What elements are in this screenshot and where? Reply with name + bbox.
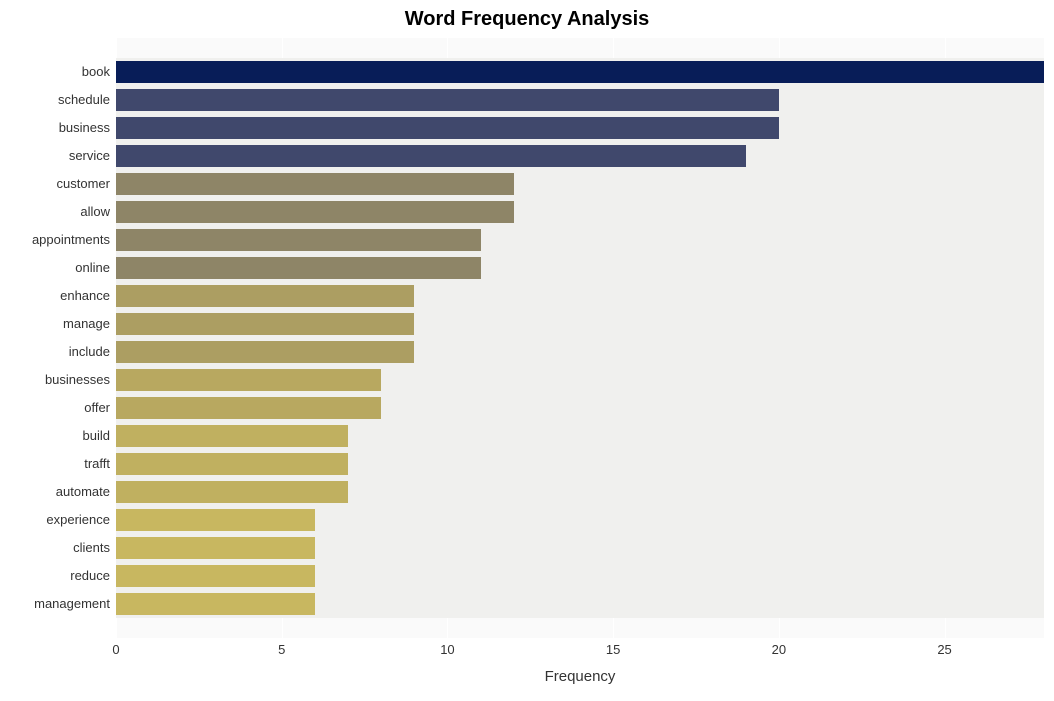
word-frequency-chart: Word Frequency Analysis Frequency 0 5 10 15… <box>0 0 1054 701</box>
bar-slot <box>116 170 1044 198</box>
bar <box>116 285 414 307</box>
y-tick-label: business <box>0 114 110 142</box>
bar-slot <box>116 450 1044 478</box>
y-tick-label: customer <box>0 170 110 198</box>
bar-slot <box>116 562 1044 590</box>
bar <box>116 453 348 475</box>
bar <box>116 537 315 559</box>
chart-title: Word Frequency Analysis <box>0 8 1054 31</box>
bar <box>116 229 481 251</box>
y-tick-label: clients <box>0 534 110 562</box>
bar-slot <box>116 422 1044 450</box>
bar <box>116 117 779 139</box>
y-tick-label: reduce <box>0 562 110 590</box>
bar <box>116 257 481 279</box>
x-tick-label: 0 <box>96 642 136 657</box>
y-tick-label: appointments <box>0 226 110 254</box>
bar-slot <box>116 338 1044 366</box>
bar-slot <box>116 478 1044 506</box>
x-tick-label: 10 <box>427 642 467 657</box>
bar-slot <box>116 254 1044 282</box>
bar-slot <box>116 366 1044 394</box>
y-tick-label: build <box>0 422 110 450</box>
bar <box>116 61 1044 83</box>
y-tick-label: online <box>0 254 110 282</box>
bar-slot <box>116 506 1044 534</box>
bar <box>116 509 315 531</box>
y-tick-label: manage <box>0 310 110 338</box>
bar <box>116 481 348 503</box>
y-tick-label: management <box>0 590 110 618</box>
bar-slot <box>116 282 1044 310</box>
y-tick-label: offer <box>0 394 110 422</box>
bar <box>116 173 514 195</box>
bar-slot <box>116 142 1044 170</box>
x-axis-label: Frequency <box>116 668 1044 685</box>
bar-slot <box>116 310 1044 338</box>
bar-slot <box>116 226 1044 254</box>
bar <box>116 397 381 419</box>
x-tick-label: 20 <box>759 642 799 657</box>
bar <box>116 369 381 391</box>
bar-slot <box>116 198 1044 226</box>
x-tick-label: 5 <box>262 642 302 657</box>
bar <box>116 341 414 363</box>
bar-slot <box>116 590 1044 618</box>
y-tick-label: schedule <box>0 86 110 114</box>
bar-slot <box>116 86 1044 114</box>
y-tick-label: book <box>0 58 110 86</box>
y-tick-label: experience <box>0 506 110 534</box>
bar <box>116 145 746 167</box>
bar-slot <box>116 394 1044 422</box>
bar-slot <box>116 114 1044 142</box>
bar <box>116 565 315 587</box>
bar <box>116 593 315 615</box>
y-tick-label: allow <box>0 198 110 226</box>
bar <box>116 313 414 335</box>
plot-area <box>116 38 1044 638</box>
bar-slot <box>116 58 1044 86</box>
y-tick-label: include <box>0 338 110 366</box>
bar <box>116 201 514 223</box>
bar <box>116 425 348 447</box>
y-tick-label: businesses <box>0 366 110 394</box>
x-tick-label: 25 <box>925 642 965 657</box>
x-tick-label: 15 <box>593 642 633 657</box>
bar <box>116 89 779 111</box>
y-tick-label: automate <box>0 478 110 506</box>
bar-slot <box>116 534 1044 562</box>
y-tick-label: trafft <box>0 450 110 478</box>
y-tick-label: enhance <box>0 282 110 310</box>
y-tick-label: service <box>0 142 110 170</box>
